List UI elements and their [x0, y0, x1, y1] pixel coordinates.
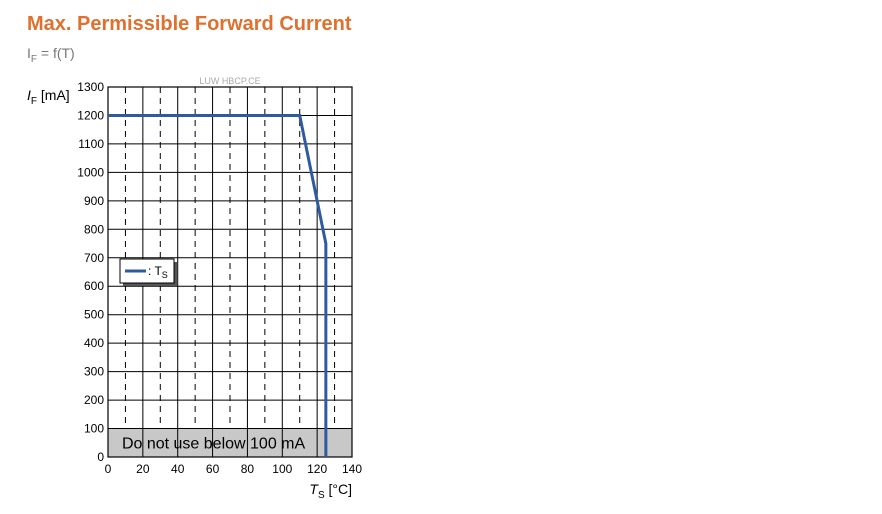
y-tick-label: 900 [84, 194, 104, 208]
x-tick-label: 0 [105, 462, 112, 476]
y-tick-label: 100 [84, 422, 104, 436]
series-line [108, 113, 328, 457]
y-axis-label: IF [mA] [27, 87, 70, 107]
y-tick-label: 200 [84, 393, 104, 407]
ylabel-rest: [mA] [37, 87, 70, 103]
y-tick-label: 1100 [78, 137, 104, 151]
forbidden-band [108, 428, 352, 457]
y-tick-label: 500 [84, 308, 104, 322]
xlabel-main: T [309, 481, 319, 497]
y-tick-label: 1000 [77, 165, 104, 179]
watermark: LUW HBCP.CE [199, 76, 260, 86]
y-tick-label: 1300 [77, 80, 104, 94]
chart-subtitle: IF = f(T) [27, 45, 75, 65]
legend-label: : TS [148, 264, 168, 280]
legend-sub: S [162, 270, 168, 280]
subtitle-sub: F [31, 54, 37, 65]
x-tick-label: 80 [241, 462, 255, 476]
subtitle-main: I [27, 45, 31, 61]
subtitle-rest: = f(T) [37, 45, 75, 61]
plot-frame [107, 86, 353, 458]
ylabel-sub: F [31, 96, 37, 107]
x-tick-label: 120 [307, 462, 327, 476]
y-tick-label: 400 [84, 336, 104, 350]
y-tick-label: 0 [97, 450, 104, 464]
y-tick-label: 700 [84, 251, 104, 265]
xlabel-sub: S [318, 490, 325, 501]
x-tick-label: 40 [171, 462, 185, 476]
legend: : TS [119, 258, 177, 286]
ylabel-main: I [27, 87, 31, 103]
y-tick-label: 300 [84, 365, 104, 379]
y-tick-label: 1200 [77, 108, 104, 122]
chart-title: Max. Permissible Forward Current [27, 13, 352, 35]
y-tick-label: 800 [84, 222, 104, 236]
x-tick-label: 140 [342, 462, 362, 476]
y-tick-label: 600 [84, 279, 104, 293]
x-tick-label: 60 [206, 462, 220, 476]
x-axis-label: TS [°C] [309, 481, 352, 501]
legend-name: : T [148, 264, 162, 278]
x-tick-label: 100 [272, 462, 292, 476]
x-tick-label: 20 [136, 462, 150, 476]
band-label: Do not use below 100 mA [122, 436, 306, 453]
xlabel-rest: [°C] [325, 481, 352, 497]
